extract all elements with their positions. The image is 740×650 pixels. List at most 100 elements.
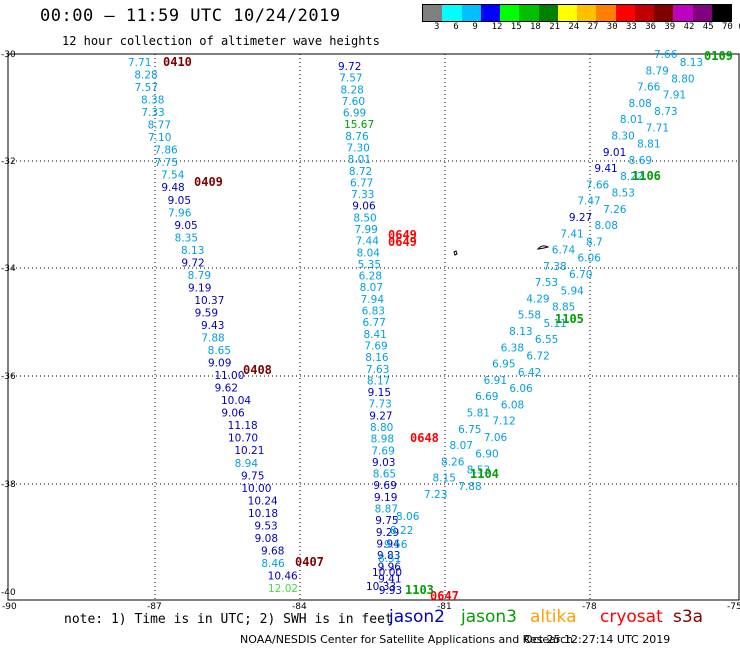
track3-value: 6.91 [484,375,507,387]
time-label: 0408 [243,363,272,377]
track3-value: 8.26 [441,456,465,468]
color-scale-label: 42 [683,22,695,32]
track3-value: 8.79 [645,65,668,77]
color-scale-label: 45 [702,22,714,32]
island-shape [453,250,458,256]
track3-value: 6.69 [475,391,498,403]
track2-value: 5.35 [358,259,381,271]
color-scale-swatch [673,5,693,21]
track1-value: 10.18 [248,508,278,520]
track3-value: 7.06 [484,432,508,444]
track3-value: 8.22 [620,171,643,183]
color-scale-swatch [692,5,712,21]
time-label: 1103 [405,583,434,597]
track2-value: 9.06 [352,201,376,213]
color-scale-swatch [442,5,462,21]
track1-value: 9.09 [208,358,231,370]
track3-value: 6.74 [552,245,576,257]
track3-value: 7.23 [424,489,447,501]
color-scale-swatch [615,5,635,21]
color-scale-label: 27 [587,22,599,32]
time-label: 0649 [388,235,417,249]
track1-value: 8.65 [208,345,231,357]
track3-value: 7.88 [458,481,481,493]
satellite-legend-jason3: jason3 [461,607,517,627]
color-scale-swatch [480,5,500,21]
track1-value: 10.37 [194,295,224,307]
island-shape [536,245,550,250]
lon-tick-label: -78 [582,602,597,610]
track2-value: 9.03 [372,457,395,469]
page-title: 00:00 – 11:59 UTC 10/24/2019 [40,6,341,26]
page-subtitle: 12 hour collection of altimeter wave hei… [62,34,380,48]
track3-value: 8.53 [467,465,490,477]
time-label: 0648 [410,431,439,445]
track3-value: 8.85 [552,302,575,314]
track2-value: 9.93 [379,585,402,597]
track2-value: 7.94 [361,294,385,306]
track3-value: 7.12 [492,416,515,428]
track2-value: 8.17 [367,375,390,387]
track2-value: 6.83 [362,306,385,318]
color-scale-label: 70 [722,22,733,32]
track1-value: 9.19 [188,282,211,294]
track3-value: 7.66 [654,49,678,61]
satellite-legend-altika: altika [530,607,577,627]
track3-value: 6.06 [509,383,533,395]
time-label: 0410 [163,55,192,69]
footer-timestamp: Oct 25 12:27:14 UTC 2019 [524,633,671,646]
track3-value: 7.26 [603,204,627,216]
track2-value: 7.44 [356,236,380,248]
track2-value: 8.28 [340,84,363,96]
track3-value: 6.70 [569,269,592,281]
time-label: 0407 [295,555,324,569]
track1-value: 7.33 [141,107,164,119]
lon-tick-label: -84 [292,602,307,610]
color-scale-swatch [423,5,443,21]
color-scale-label: 39 [664,22,676,32]
track3-value: 8.01 [620,114,643,126]
track1-value: 9.05 [168,195,191,207]
track1-value: 9.53 [254,520,277,532]
track3-value: 6.75 [458,424,481,436]
track1-value: 10.24 [248,495,278,507]
track1-value: 10.04 [221,395,251,407]
track1-value: 11.00 [214,370,244,382]
track2-value: 6.77 [350,177,373,189]
track3-value: 8.69 [629,155,652,167]
track2-value: 8.65 [373,469,396,481]
track3-value: 7.91 [663,90,686,102]
track2-value: 8.50 [353,212,376,224]
track2-value: 8.16 [365,352,389,364]
track3-value: 7.41 [560,228,583,240]
lat-tick-label: -38 [1,480,16,490]
color-scale-swatch [596,5,616,21]
track3-value: 6.06 [578,253,602,265]
color-scale-swatch [634,5,654,21]
track2-value: 9.83 [377,550,400,562]
color-scale-swatch [577,5,597,21]
track3-value: 7.66 [637,82,661,94]
track3-value: 7.66 [586,179,610,191]
color-scale-swatch [654,5,674,21]
track1-value: 9.75 [241,470,264,482]
track2-value: 9.41 [378,573,401,585]
lat-tick-label: -30 [1,50,16,60]
track3-value: 9.41 [594,163,617,175]
track3-value: 6.95 [492,359,515,371]
track3-value: 9.01 [603,147,626,159]
track1-value: 8.28 [134,70,157,82]
color-scale-label: 3 [434,22,440,32]
track1-value: 7.88 [201,333,224,345]
footer-credit: NOAA/NESDIS Center for Satellite Applica… [240,633,574,646]
track1-value: 7.71 [128,57,151,69]
track2-value: 9.29 [376,527,399,539]
color-scale-label: 15 [510,22,522,32]
track3-value: 6.08 [501,399,524,411]
track2-value: 9.69 [373,480,396,492]
track2-value: 7.57 [339,73,362,85]
track2b-value: 9.56 [384,539,408,551]
track1-value: 8.35 [175,232,198,244]
track2-value: 7.73 [368,399,391,411]
track1-value: 9.59 [195,307,218,319]
